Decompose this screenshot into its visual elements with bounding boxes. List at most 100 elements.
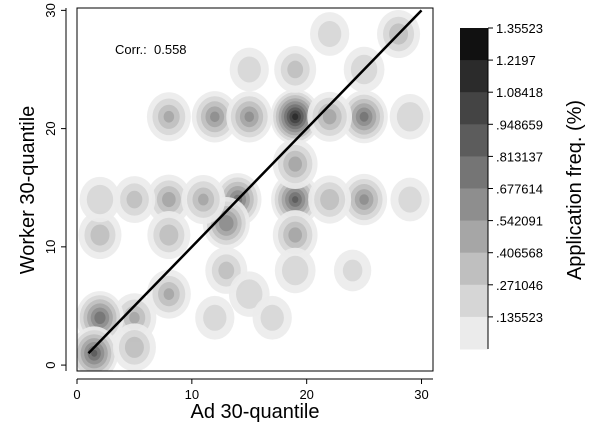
heat-contour-level — [322, 109, 337, 125]
colorbar-tick-label: 1.2197 — [496, 53, 536, 68]
x-tick-label: 20 — [299, 387, 313, 402]
heat-hotspot — [272, 210, 318, 260]
y-tick-label: 0 — [43, 361, 58, 368]
plot-area-frame — [76, 7, 434, 372]
colorbar-tick-label: 1.35523 — [496, 21, 543, 36]
heat-contour-level — [244, 111, 255, 123]
colorbar-swatch — [460, 316, 488, 350]
heat-hotspot — [333, 249, 372, 292]
y-tick-label: 30 — [43, 3, 58, 17]
heat-contour-level — [292, 113, 299, 121]
colorbar-tick-label: .271046 — [496, 278, 543, 293]
heat-contour-level — [219, 215, 234, 232]
heat-hotspot — [147, 211, 191, 260]
heat-hotspot — [181, 175, 226, 225]
x-tick-label: 0 — [73, 387, 80, 402]
heat-hotspot — [146, 174, 192, 225]
x-axis: 0 10 20 30 — [73, 378, 433, 402]
colorbar-tick-label: 1.08418 — [496, 85, 543, 100]
y-tick-label: 20 — [43, 121, 58, 135]
heat-contour-level — [94, 311, 106, 325]
heat-contour-level — [198, 193, 209, 206]
heat-contour-level — [281, 255, 309, 286]
heat-hotspot — [252, 295, 292, 340]
colorbar-swatch — [460, 28, 488, 61]
heat-contour-level — [162, 191, 176, 208]
colorbar-swatch — [460, 220, 488, 254]
heat-hotspot — [112, 323, 156, 371]
heat-contour-level — [203, 304, 227, 331]
heat-hotspot — [307, 91, 353, 142]
colorbar-swatch — [460, 284, 488, 318]
heat-hotspot — [310, 12, 350, 56]
heat-contour-level — [320, 188, 340, 211]
colorbar-tick-label: .677614 — [496, 182, 543, 197]
heat-hotspot — [271, 172, 320, 227]
colorbar-tick-label: .406568 — [496, 246, 543, 261]
heat-hotspot — [340, 90, 388, 144]
heat-hotspot — [308, 175, 352, 224]
heat-contour-level — [292, 196, 299, 204]
heat-contour-level — [159, 224, 179, 246]
heat-contour-level — [260, 304, 284, 331]
heat-hotspot — [77, 326, 119, 371]
heat-contour-level — [218, 261, 235, 280]
y-axis: 0 10 20 30 — [43, 3, 67, 371]
correlation-annotation: Corr.: 0.558 — [115, 42, 187, 57]
heat-contour-level — [129, 311, 140, 324]
heat-contour-level — [317, 20, 342, 48]
colorbar-tick-label: .813137 — [496, 149, 543, 164]
colorbar-tick-label: .135523 — [496, 310, 543, 325]
y-tick-label: 10 — [43, 240, 58, 254]
heat-contour-level — [163, 110, 175, 123]
heat-contour-level — [236, 279, 263, 309]
heat-contour-level — [288, 156, 303, 172]
y-axis-label: Worker 30-quantile — [17, 106, 39, 275]
heatmap-layer — [77, 9, 431, 371]
heat-hotspot — [390, 177, 430, 222]
heat-hotspot — [191, 91, 238, 143]
heat-contour-level — [91, 349, 98, 357]
x-axis-label: Ad 30-quantile — [191, 401, 320, 423]
heat-contour-level — [359, 194, 369, 205]
colorbar-tick-label: .542091 — [496, 214, 543, 229]
heat-contour-level — [86, 184, 114, 215]
heat-contour-level — [237, 56, 261, 83]
colorbar-swatch — [460, 188, 488, 222]
heat-hotspot — [274, 46, 317, 93]
heat-hotspot — [195, 295, 235, 340]
colorbar-tick-label: .948659 — [496, 117, 543, 132]
heat-hotspot — [229, 47, 269, 92]
heat-contour-level — [124, 336, 144, 358]
heat-hotspot — [272, 139, 318, 190]
colorbar-swatch — [460, 124, 488, 157]
heat-contour-level — [90, 224, 110, 246]
heat-contour-level — [126, 190, 143, 209]
heat-hotspot — [146, 92, 191, 142]
heat-hotspot — [274, 247, 316, 294]
heat-hotspot — [79, 176, 121, 223]
heat-contour-level — [359, 111, 369, 122]
heat-contour-level — [163, 288, 175, 301]
heat-hotspot — [78, 211, 122, 260]
colorbar: 1.35523 1.2197 1.08418 .948659 .813137 .67761… — [460, 21, 543, 350]
heat-contour-level — [398, 186, 422, 213]
heat-hotspot — [226, 91, 273, 143]
heat-hotspot — [113, 176, 156, 223]
heat-contour-level — [287, 60, 304, 79]
diagonal-line — [87, 9, 423, 355]
colorbar-label: Application freq. (%) — [564, 100, 586, 280]
heat-contour-level — [210, 111, 220, 123]
heat-contour-level — [396, 102, 424, 132]
colorbar-swatch — [460, 92, 488, 125]
heat-hotspot — [341, 173, 388, 226]
colorbar-swatch — [460, 60, 488, 93]
x-tick-label: 10 — [185, 387, 199, 402]
heat-contour-level — [342, 259, 363, 282]
heat-contour-level — [288, 227, 303, 243]
x-tick-label: 30 — [414, 387, 428, 402]
colorbar-swatch — [460, 156, 488, 189]
colorbar-swatch — [460, 252, 488, 286]
